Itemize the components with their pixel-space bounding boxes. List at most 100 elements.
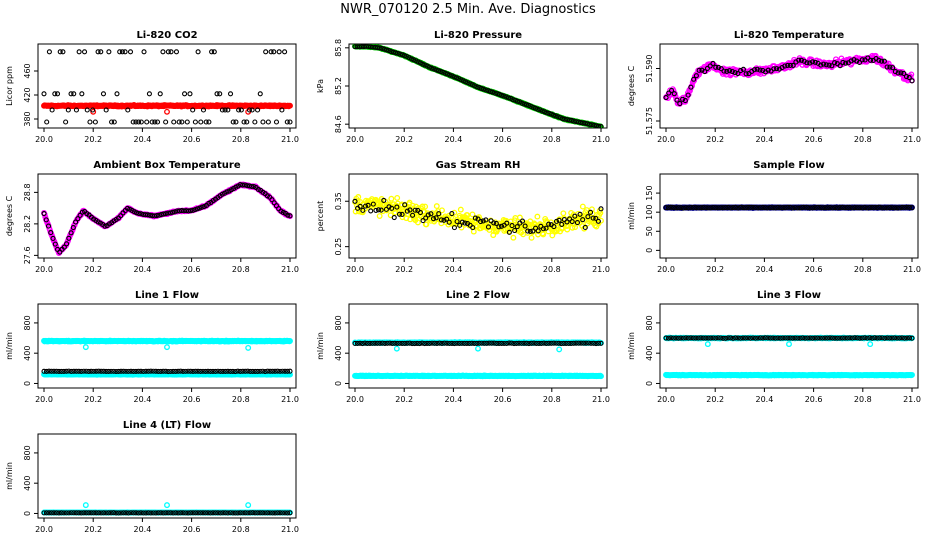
data-point [80, 92, 84, 96]
y-tick-label: 51.590 [645, 55, 654, 83]
data-point [165, 110, 170, 115]
data-points [42, 338, 293, 377]
y-axis-label: degrees C [627, 65, 636, 106]
data-point [511, 235, 516, 240]
x-tick-label: 20.8 [854, 265, 872, 274]
x-tick-label: 20.0 [657, 395, 675, 404]
data-point [101, 92, 105, 96]
x-tick-label: 20.6 [805, 265, 823, 274]
x-tick-label: 20.4 [133, 395, 151, 404]
page-title: NWR_070120 2.5 Min. Ave. Diagnostics [0, 2, 936, 17]
x-tick-label: 20.4 [755, 395, 773, 404]
data-point [123, 50, 127, 54]
chart-title: Li-820 Temperature [734, 30, 844, 41]
plot-frame [38, 44, 296, 128]
x-tick-label: 20.4 [133, 135, 151, 144]
x-tick-label: 20.8 [543, 265, 561, 274]
data-point [199, 120, 203, 124]
x-tick-label: 20.0 [657, 135, 675, 144]
y-tick-label: 400 [334, 346, 343, 361]
data-point [142, 50, 146, 54]
chart-title: Li-820 CO2 [136, 30, 197, 41]
data-point [88, 120, 92, 124]
data-points [353, 195, 604, 240]
series-line-1-high [42, 338, 293, 350]
chart-title: Line 2 Flow [446, 290, 510, 301]
data-point [207, 120, 211, 124]
series-line-2-low [353, 373, 604, 378]
data-point [156, 120, 160, 124]
data-point [115, 92, 119, 96]
data-point [180, 120, 184, 124]
data-point [212, 50, 216, 54]
x-tick-label: 21.0 [903, 135, 921, 144]
y-axis-label: ml/min [627, 332, 636, 360]
y-tick-label: 800 [645, 315, 654, 330]
x-tick-label: 20.2 [395, 265, 413, 274]
x-tick-label: 20.8 [232, 135, 250, 144]
data-points [42, 182, 293, 255]
data-point [164, 120, 168, 124]
data-point [561, 211, 566, 216]
data-point [274, 120, 278, 124]
data-point [261, 120, 265, 124]
y-axis-label: ml/min [316, 332, 325, 360]
data-point [557, 347, 562, 352]
data-point [434, 204, 439, 209]
data-point [369, 209, 373, 213]
data-point [288, 120, 292, 124]
data-point [172, 120, 176, 124]
x-tick-label: 21.0 [592, 265, 610, 274]
data-points [664, 205, 915, 210]
y-axis-label: Licor ppm [5, 66, 14, 106]
y-tick-label: 0 [334, 381, 343, 386]
y-tick-label: 380 [23, 111, 32, 126]
data-point [196, 50, 200, 54]
x-tick-label: 20.0 [35, 135, 53, 144]
y-axis-label: percent [316, 201, 325, 232]
data-point [529, 236, 534, 241]
x-tick-label: 20.6 [183, 395, 201, 404]
y-tick-label: 400 [645, 346, 654, 361]
data-point [395, 196, 400, 201]
y-tick-label: 50 [645, 226, 654, 236]
data-point [165, 345, 170, 350]
y-axis-label: kPa [316, 79, 325, 93]
x-tick-label: 20.8 [854, 395, 872, 404]
chart-title: Line 3 Flow [757, 290, 821, 301]
data-point [83, 50, 87, 54]
y-tick-label: 85.2 [334, 77, 343, 95]
y-tick-label: 800 [334, 315, 343, 330]
y-axis-label: degrees C [5, 195, 14, 236]
data-point [56, 92, 60, 96]
chart-title: Gas Stream RH [436, 160, 521, 171]
data-point [47, 50, 51, 54]
x-tick-label: 21.0 [281, 135, 299, 144]
x-tick-label: 20.2 [706, 265, 724, 274]
x-tick-label: 20.2 [84, 395, 102, 404]
x-tick-label: 21.0 [281, 265, 299, 274]
x-tick-label: 20.6 [805, 395, 823, 404]
data-point [174, 50, 178, 54]
y-tick-label: 0 [23, 381, 32, 386]
y-tick-label: 800 [23, 315, 32, 330]
data-point [72, 92, 76, 96]
data-point [377, 214, 382, 219]
x-tick-label: 20.0 [346, 265, 364, 274]
data-point [234, 120, 238, 124]
data-point [145, 120, 149, 124]
y-tick-label: 84.6 [334, 115, 343, 133]
y-tick-label: 28.8 [23, 183, 32, 201]
plot-frame [660, 174, 918, 258]
y-tick-label: 0 [645, 381, 654, 386]
x-tick-label: 21.0 [903, 265, 921, 274]
data-point [193, 120, 197, 124]
data-point [61, 50, 65, 54]
data-points [664, 335, 915, 378]
x-tick-label: 20.6 [805, 135, 823, 144]
y-axis-label: ml/min [627, 202, 636, 230]
